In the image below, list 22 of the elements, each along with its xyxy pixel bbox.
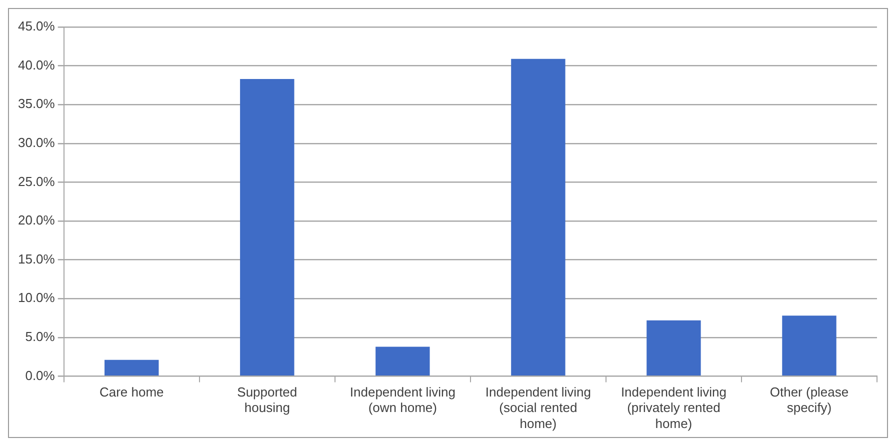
- y-tick-label: 0.0%: [25, 368, 56, 383]
- y-tick-label: 10.0%: [18, 290, 56, 306]
- y-tick-label: 15.0%: [18, 251, 56, 266]
- x-tick-label: Supported housing: [237, 384, 298, 416]
- bar: [240, 78, 294, 376]
- x-tick-label: Other (please specify): [770, 384, 849, 416]
- bar: [782, 316, 836, 376]
- y-tick-label: 40.0%: [18, 57, 56, 72]
- x-tick-label: Care home: [99, 384, 164, 400]
- y-tick-label: 20.0%: [18, 212, 56, 228]
- x-tick-label: Independent living (privately rented home): [620, 384, 726, 431]
- bar: [376, 346, 430, 376]
- y-tick-label: 30.0%: [18, 134, 56, 150]
- bar: [511, 58, 566, 376]
- x-tick-label: Independent living (social rented home): [485, 384, 591, 431]
- y-tick-label: 45.0%: [18, 18, 56, 34]
- y-tick-label: 5.0%: [25, 328, 56, 344]
- x-tick-label: Independent living (own home): [350, 384, 456, 416]
- y-tick-label: 35.0%: [18, 96, 56, 112]
- y-tick-label: 25.0%: [18, 174, 56, 189]
- bar: [646, 320, 701, 376]
- bar: [104, 360, 159, 376]
